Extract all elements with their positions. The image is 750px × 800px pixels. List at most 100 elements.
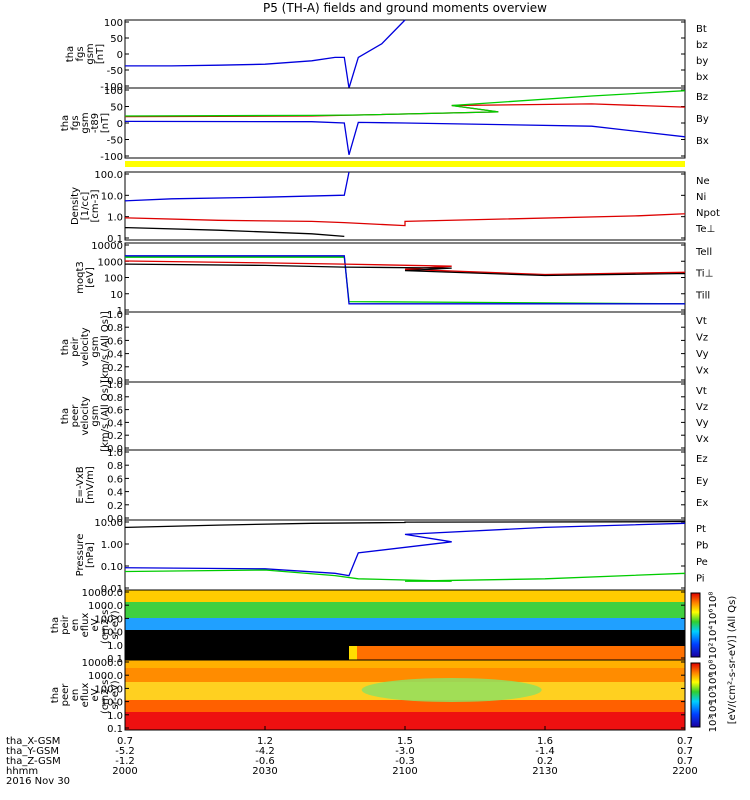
legend-Pi: Pi [696, 574, 705, 585]
footer-value: 1.2 [257, 736, 273, 747]
footer-value: 0.2 [537, 756, 553, 767]
series-Bz [125, 103, 685, 121]
y-tick-label: 0.0 [107, 444, 123, 455]
footer-value: -0.6 [255, 756, 275, 767]
colorbar-label: [eV/(cm²-s-sr-eV)] (All Qs) [727, 596, 738, 725]
panel-frame [124, 171, 686, 241]
y-axis-label: (cm2-s- [100, 676, 111, 714]
y-tick-label: 0.1 [107, 724, 123, 735]
y-axis-label: tha [50, 687, 61, 703]
legend-Vt: Vt [696, 316, 707, 327]
y-tick-label: -100 [100, 82, 123, 93]
legend-Bx: Bx [696, 136, 709, 147]
y-axis-label: moqt3 [75, 261, 86, 294]
y-axis-label: gsm [80, 112, 91, 133]
y-tick-label: 100.0 [94, 614, 123, 625]
y-axis-label: peir [60, 614, 71, 634]
legend-bz: bz [696, 40, 708, 51]
y-axis-label: gsm [90, 336, 101, 357]
legend-Vy: Vy [696, 349, 709, 360]
y-tick-label: 0.8 [107, 393, 123, 404]
y-tick-label: 1.0 [107, 711, 123, 722]
y-tick-label: 1000.0 [88, 671, 123, 682]
legend-Ti⊥: Ti⊥ [695, 269, 713, 280]
legend-Pt: Pt [696, 524, 706, 535]
colorbar-tick: 10⁶ [708, 674, 719, 691]
spectrogram-band [125, 602, 685, 618]
spectrogram-band [125, 712, 685, 730]
legend-Tell: Tell [695, 247, 712, 258]
footer-value: 2030 [252, 766, 277, 777]
legend-Pb: Pb [696, 541, 708, 552]
quality-flag-bar [125, 161, 685, 167]
series-bx [125, 19, 406, 89]
y-tick-label: 0.4 [107, 418, 123, 429]
y-tick-label: 0 [117, 50, 123, 61]
y-tick-label: 0.8 [107, 323, 123, 334]
y-tick-label: 0.4 [107, 350, 123, 361]
panel-6: 1.0 0.8 0.60.4 0.2 0.0 tha peer velocity gsm [km/… [60, 380, 709, 455]
y-tick-label: 1.0 [107, 213, 123, 224]
y-axis-label: Pressure [75, 534, 86, 577]
y-tick-label: 10000 [91, 241, 123, 252]
y-tick-label: -50 [107, 66, 123, 77]
y-tick-label: 0 [117, 119, 123, 130]
series-group [125, 520, 685, 585]
y-tick-label: 1.0 [107, 380, 123, 391]
y-axis-label: tha [50, 617, 61, 633]
spectrogram-band [361, 678, 542, 702]
y-tick-label: 0.2 [107, 431, 123, 442]
y-axis-label: eV [90, 618, 101, 631]
footer-value: 1.6 [537, 736, 553, 747]
footer-value: 0.7 [677, 746, 693, 757]
spectrogram-band [125, 618, 685, 630]
colorbar-tick: 10⁴ [708, 702, 719, 719]
series-Pe [125, 569, 685, 585]
y-tick-label: 0.0 [107, 514, 123, 525]
legend-Te⊥: Te⊥ [695, 224, 715, 235]
footer-row-label: tha_Y-GSM [6, 746, 59, 757]
y-tick-label: 1000 [98, 257, 123, 268]
y-tick-label: 100 [104, 86, 123, 97]
y-axis-label: tha [60, 339, 71, 355]
footer-value: 2100 [392, 766, 417, 777]
panel-5: 1.0 0.8 0.6 0.4 0.2 0.0 tha peir velocity gsm [km/… [60, 310, 709, 387]
y-axis-label: [cm-3] [90, 189, 101, 222]
y-axis-label: sr-eV) [110, 610, 121, 639]
footer-value: 0.7 [677, 756, 693, 767]
spectrogram-band [349, 646, 685, 660]
y-tick-label: 100 [104, 18, 123, 29]
legend-Vx: Vx [696, 434, 709, 445]
y-tick-label: 0.0 [107, 376, 123, 387]
spectrogram [125, 660, 685, 730]
legend-Ne: Ne [696, 176, 710, 187]
panel-4: 10000 1000 100 10 1 moqt3 [eV] Tell Ti⊥ Till [75, 241, 713, 317]
footer-value: 0.7 [677, 736, 693, 747]
y-tick-label: 10000.0 [82, 588, 123, 599]
colorbar-lower [690, 662, 701, 728]
spectrogram [125, 590, 685, 660]
y-tick-label: 1.0 [107, 310, 123, 321]
y-tick-label: -50 [107, 136, 123, 147]
y-tick-label: 10.0 [101, 191, 123, 202]
figure-title: P5 (TH-A) fields and ground moments over… [263, 1, 547, 15]
y-tick-label: 0.1 [107, 234, 123, 245]
panel-frame [124, 381, 686, 451]
y-tick-label: 10.0 [101, 698, 123, 709]
footer-value: -0.3 [395, 756, 415, 767]
y-axis-label: Density [70, 187, 81, 225]
series-group [125, 171, 685, 238]
y-tick-label: 0.8 [107, 461, 123, 472]
y-tick-label: 0.4 [107, 488, 123, 499]
y-axis-label: velocity [80, 327, 91, 366]
y-tick-label: 1.0 [107, 448, 123, 459]
y-axis-label: peer [60, 683, 71, 707]
legend-Ez: Ez [696, 454, 708, 465]
y-axis-label: [eV] [85, 267, 96, 288]
footer-value: 2130 [532, 766, 557, 777]
colorbar-tick: 10⁴ [708, 626, 719, 643]
series-Ni [125, 226, 345, 238]
legend-Pe: Pe [696, 557, 708, 568]
legend-Npot: Npot [696, 208, 720, 219]
panel-8: 10.00 1.00 0.10 0.01 Pressure [nPa] Pt Pb Pe Pi [75, 518, 708, 595]
